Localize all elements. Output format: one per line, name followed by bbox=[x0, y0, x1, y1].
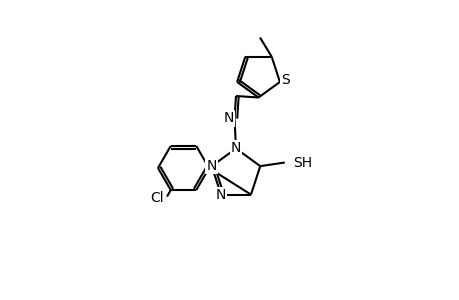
Text: N: N bbox=[224, 112, 234, 125]
Text: SH: SH bbox=[293, 155, 312, 170]
Text: N: N bbox=[215, 188, 226, 202]
Text: N: N bbox=[230, 142, 241, 155]
Text: Cl: Cl bbox=[150, 191, 164, 205]
Text: N: N bbox=[206, 159, 217, 173]
Text: S: S bbox=[280, 74, 289, 88]
